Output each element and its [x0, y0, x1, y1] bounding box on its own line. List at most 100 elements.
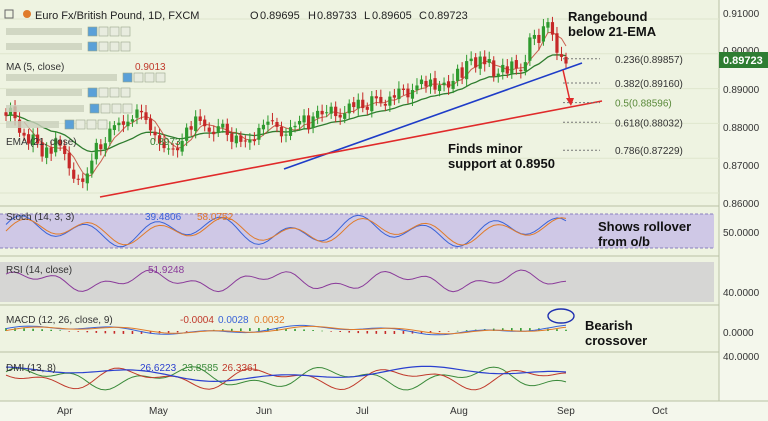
dmi-minus-value: 26.3361	[222, 363, 259, 374]
rsi-line	[5, 269, 567, 293]
candle-body	[225, 123, 229, 135]
candle-body	[311, 116, 315, 128]
blue-support-trendline[interactable]	[283, 62, 583, 170]
macd-histogram-bar	[520, 328, 522, 331]
macd-histogram-bar	[249, 328, 251, 331]
eye-icon[interactable]	[87, 87, 98, 98]
close-icon[interactable]	[109, 87, 120, 98]
candle-body	[257, 127, 261, 140]
time-axis-area[interactable]	[0, 401, 768, 421]
rsi-band	[0, 262, 714, 302]
candle-body	[392, 95, 396, 98]
candle-body	[85, 173, 89, 184]
candle-body	[176, 148, 180, 151]
candle-body	[388, 96, 392, 106]
gear-icon[interactable]	[98, 41, 109, 52]
macd-histogram-bar	[59, 330, 61, 332]
macd-histogram-bar	[95, 331, 98, 333]
candle-body	[428, 79, 433, 87]
candle-body	[216, 126, 220, 133]
eye-icon[interactable]	[87, 41, 98, 52]
close-icon[interactable]	[144, 72, 155, 83]
time-tick-jun: Jun	[256, 406, 272, 417]
time-tick-jul: Jul	[356, 406, 369, 417]
macd-label: MACD (12, 26, close, 9)	[6, 315, 113, 326]
gear-icon[interactable]	[133, 72, 144, 83]
candle-body	[198, 116, 202, 121]
rsi-value: 51.9248	[148, 265, 185, 276]
add-icon[interactable]	[155, 72, 166, 83]
candle-body	[379, 96, 383, 103]
macd-histogram-bar	[375, 331, 378, 334]
close-icon[interactable]	[109, 26, 120, 37]
candle-body	[135, 109, 139, 118]
macd-histogram-bar	[565, 329, 567, 331]
candle-body	[541, 26, 546, 42]
add-icon[interactable]	[120, 26, 131, 37]
chart-title: Euro Fx/British Pound, 1D, FXCM	[35, 10, 199, 22]
eye-icon[interactable]	[89, 103, 100, 114]
candle-body	[13, 106, 17, 119]
gear-icon[interactable]	[98, 87, 109, 98]
macd-histogram-bar	[240, 328, 242, 331]
collapse-icon[interactable]	[4, 9, 14, 19]
candle-body	[460, 67, 464, 78]
close-icon[interactable]	[111, 103, 122, 114]
time-tick-may: May	[149, 406, 168, 417]
candle-body	[121, 121, 126, 125]
down-arrow-shaft	[562, 69, 571, 102]
candle-body	[243, 140, 247, 142]
candle-body	[356, 99, 360, 109]
candle-body	[266, 121, 270, 125]
candle-body	[112, 125, 116, 131]
candle-body	[555, 33, 559, 53]
red-support-trendline[interactable]	[99, 100, 603, 198]
eye-icon[interactable]	[122, 72, 133, 83]
macd-histogram-bar	[312, 330, 314, 331]
macd-histogram-bar	[511, 328, 513, 331]
time-tick-aug: Aug	[450, 406, 468, 417]
eye-icon[interactable]	[64, 119, 75, 130]
candle-body	[49, 147, 53, 154]
candle-body	[365, 106, 369, 110]
candle-body	[162, 142, 166, 149]
eye-icon[interactable]	[87, 26, 98, 37]
gear-icon[interactable]	[100, 103, 111, 114]
candle-body	[302, 115, 306, 123]
macd-histogram-bar	[5, 328, 7, 331]
ohlc-open-value: 0.89695	[260, 10, 300, 22]
add-icon[interactable]	[97, 119, 108, 130]
candle-body	[334, 106, 338, 117]
stoch-k-line	[5, 214, 567, 248]
macd-histogram-bar	[366, 331, 369, 334]
add-icon[interactable]	[120, 41, 131, 52]
rsi-label: RSI (14, close)	[6, 265, 72, 276]
candle-body	[442, 82, 446, 86]
close-icon[interactable]	[109, 41, 120, 52]
ohlc-high-value: 0.89733	[317, 10, 357, 22]
gear-icon[interactable]	[75, 119, 86, 130]
macd-histogram-bar	[23, 328, 25, 331]
annotation-rollover-line1: Shows rollover	[598, 219, 691, 234]
dmi-adx-line	[5, 365, 567, 383]
candle-body	[22, 132, 26, 136]
gear-icon[interactable]	[98, 26, 109, 37]
add-icon[interactable]	[120, 87, 131, 98]
candle-body	[94, 142, 98, 160]
candle-body	[456, 68, 460, 81]
macd-histogram-bar	[41, 329, 43, 331]
price-tick-1: 0.90000	[723, 46, 760, 57]
candle-body	[194, 116, 198, 132]
macd-histogram-bar	[294, 328, 296, 331]
add-icon[interactable]	[122, 103, 133, 114]
candle-body	[153, 131, 157, 136]
candle-body	[537, 34, 541, 43]
candle-body	[252, 139, 256, 142]
dmi-minus-line	[5, 367, 567, 391]
ohlc-open-key: O	[250, 10, 259, 22]
candle-body	[550, 22, 555, 35]
close-icon[interactable]	[86, 119, 97, 130]
candle-body	[410, 89, 415, 99]
stoch-k-value: 39.4806	[145, 212, 182, 223]
